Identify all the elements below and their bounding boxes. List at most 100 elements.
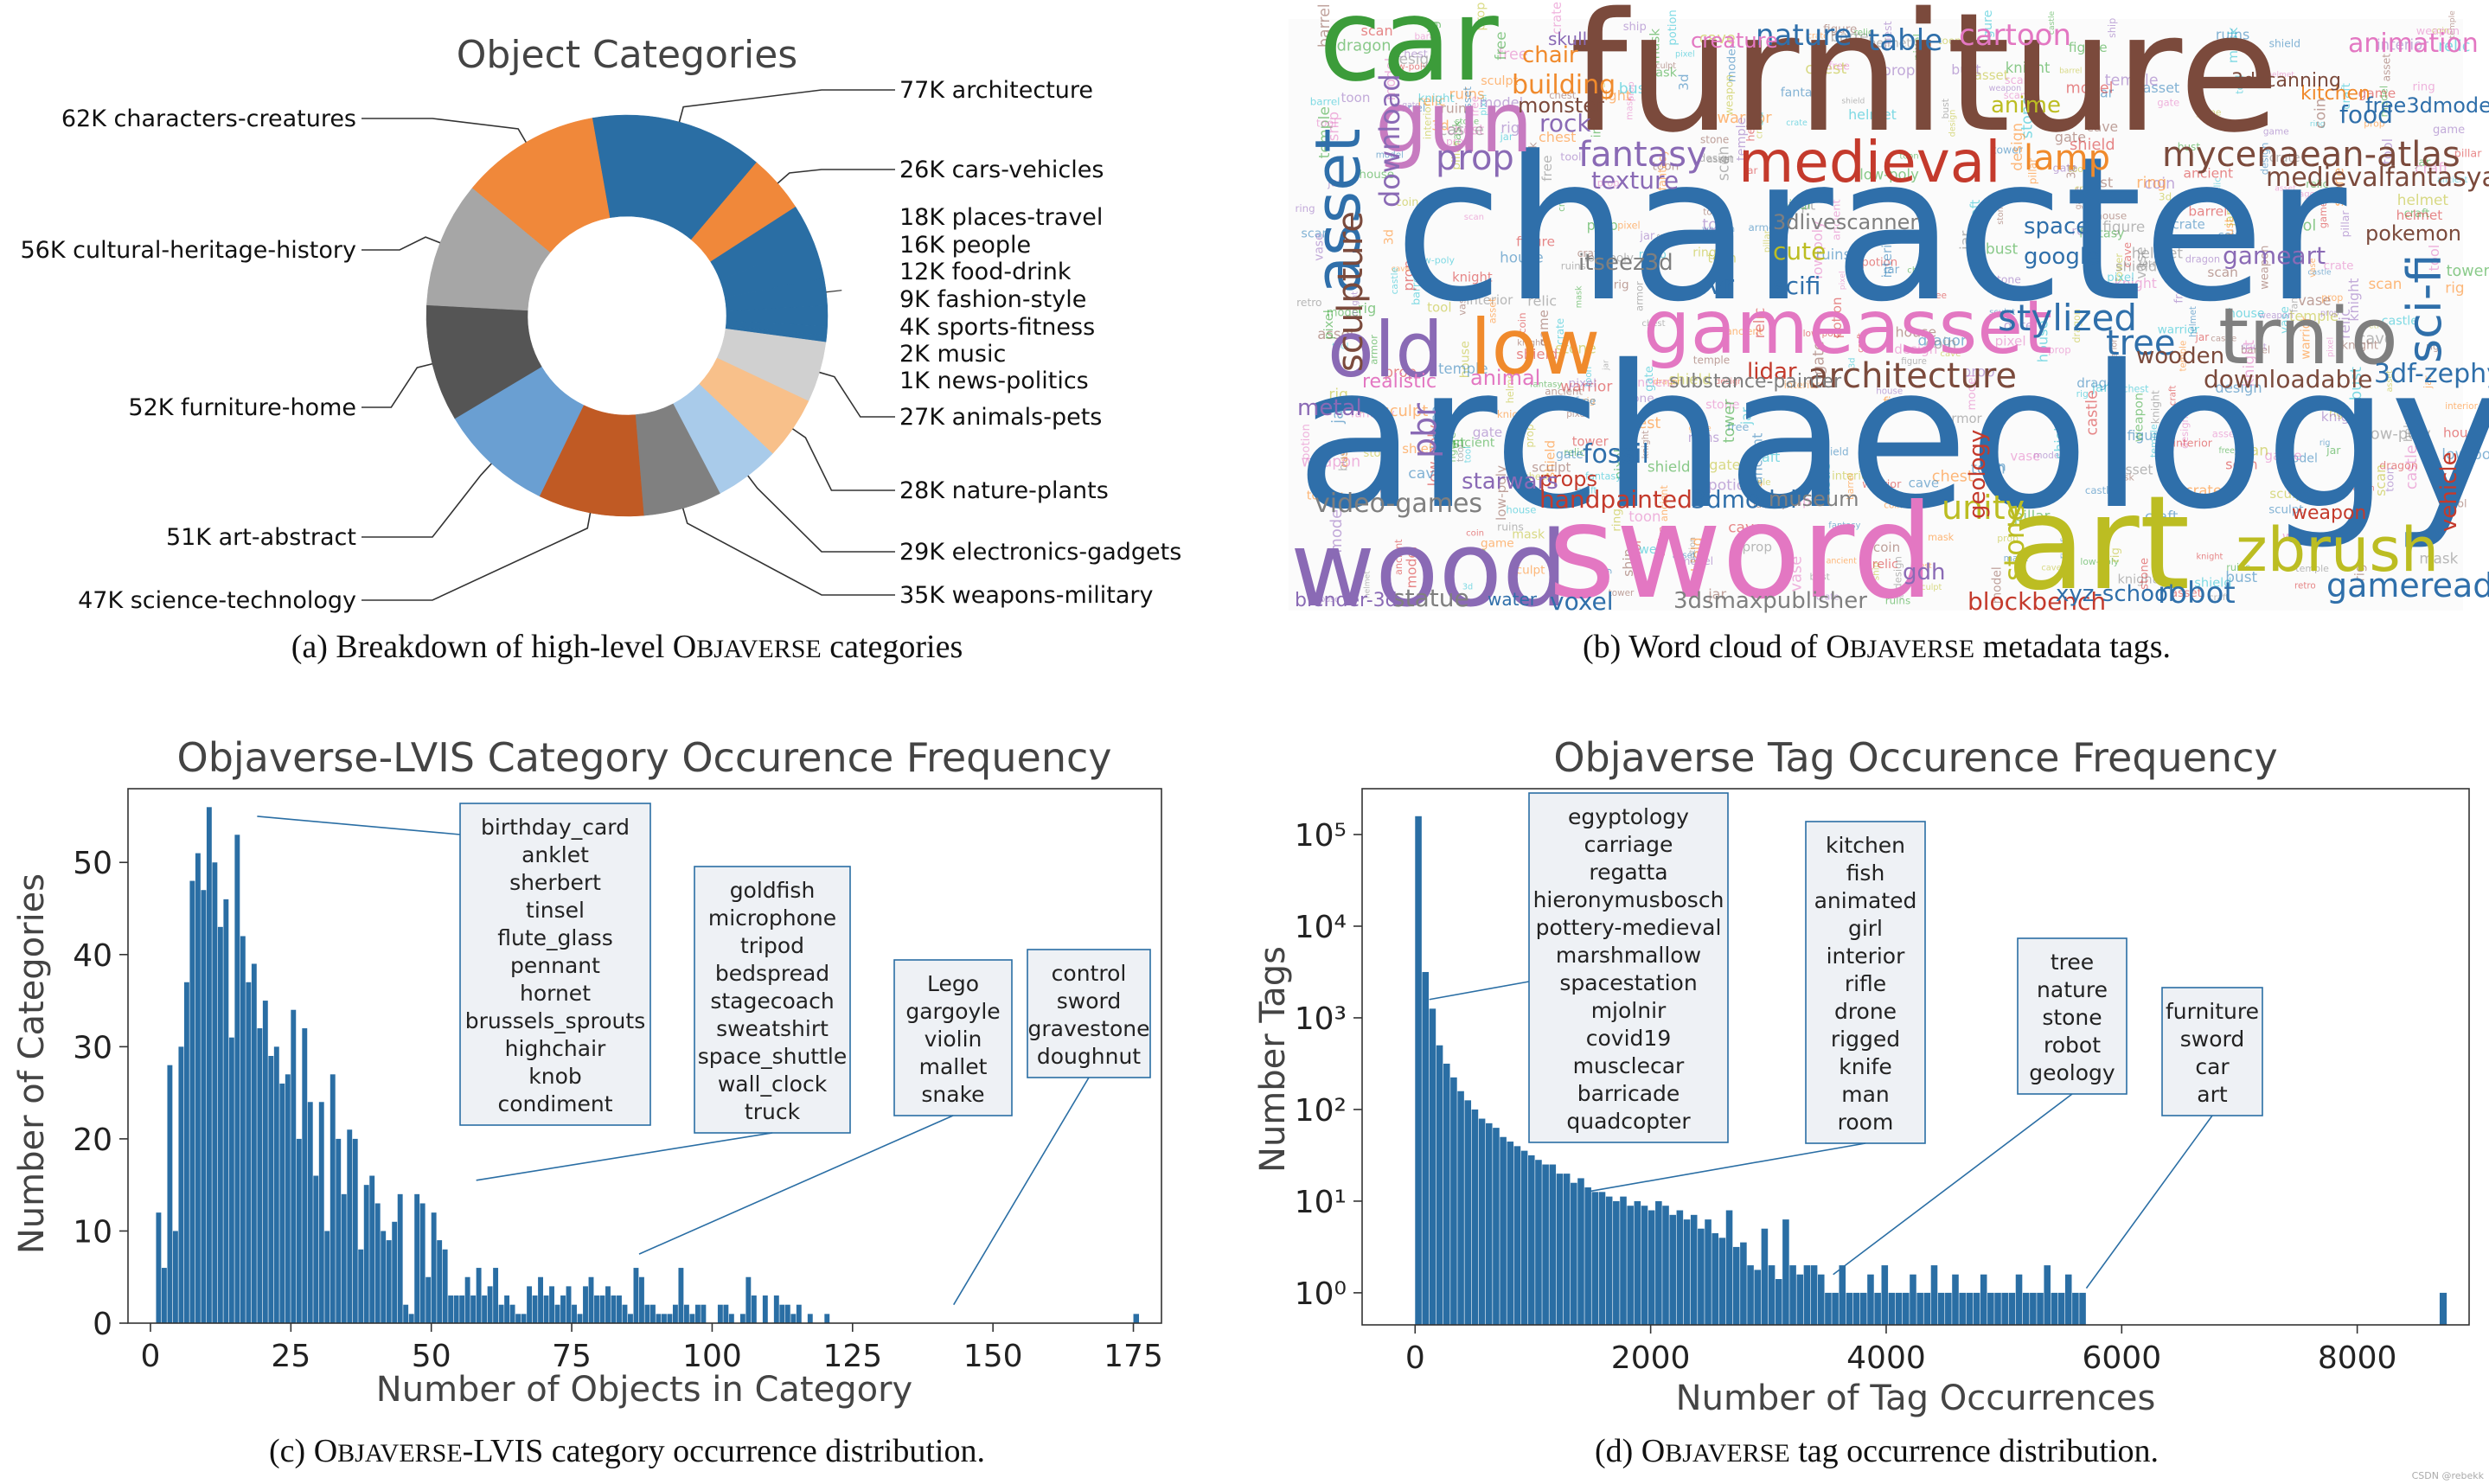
wordcloud-word: monster (1518, 93, 1604, 118)
histogram-bar (611, 1295, 617, 1323)
histogram-bar (1803, 1265, 1811, 1325)
wordcloud-word: pbr (1405, 403, 1443, 458)
histogram-bar (1563, 1174, 1571, 1325)
wordcloud-filler-word: tool (2379, 138, 2396, 164)
annotation-label: spacestation (1559, 970, 1697, 995)
wordcloud-filler-word: crate (1786, 118, 1808, 128)
wordcloud-word: lidar (1747, 359, 1797, 385)
panel-a-donut-chart: Object Categories 77K architecture 26K ca… (20, 33, 1181, 665)
wordcloud-word: wood (1290, 510, 1568, 630)
histogram-bar (476, 1268, 482, 1323)
wordcloud-filler-word: ancient (1827, 557, 1858, 566)
wordcloud-filler-word: toon (1938, 35, 1961, 47)
wordcloud-filler-word: house (1506, 503, 1536, 515)
wordcloud-filler-word: crate (1816, 592, 1840, 602)
wordcloud-filler-word: knight (2241, 340, 2258, 387)
wordcloud-filler-word: scan (1716, 146, 1733, 182)
histogram-bar (1690, 1214, 1698, 1325)
wordcloud-filler-word: pixel (1675, 50, 1695, 60)
wordcloud-filler-word: toon (1899, 152, 1918, 162)
histogram-bar (599, 1295, 605, 1323)
wordcloud-filler-word: bust (1986, 241, 2019, 259)
wordcloud-filler-word: rig (2109, 547, 2122, 563)
wordcloud-filler-word: free (1377, 484, 1395, 495)
histogram-bar (386, 1240, 392, 1323)
wordcloud-filler-word: rig (2352, 564, 2368, 581)
wordcloud-filler-word: asset (1487, 297, 1498, 323)
wordcloud-filler-word: weapon (2282, 528, 2338, 545)
histogram-bar (572, 1304, 577, 1323)
wordcloud-filler-word: design (1894, 342, 1937, 357)
wordcloud-filler-word: castle (2307, 268, 2332, 278)
wordcloud-filler-word: model (2033, 451, 2062, 461)
y-tick-label: 10⁴ (1295, 910, 1347, 945)
wordcloud-filler-word: prop (1962, 362, 1995, 380)
histogram-bar (588, 1276, 594, 1323)
wordcloud-filler-word: ruins (1497, 521, 1524, 534)
wordcloud-filler-word: ship (1326, 112, 1342, 141)
donut-slices (425, 114, 829, 517)
wordcloud-word: cute (1773, 237, 1826, 265)
x-tick-label: 25 (271, 1339, 310, 1374)
wordcloud-filler-word: potion (1708, 477, 1755, 495)
histogram-bar (403, 1304, 409, 1323)
wordcloud-filler-word: asset (2275, 184, 2296, 194)
wordcloud-filler-word: temple (2179, 341, 2188, 372)
histogram-bar (1994, 1292, 2001, 1325)
wordcloud-filler-word: fantasy (1753, 500, 1787, 510)
donut-leader-line (826, 290, 842, 293)
wordcloud-filler-word: jar (1602, 360, 1610, 371)
wordcloud-filler-word: prop (1400, 260, 1417, 291)
wordcloud-filler-word: mask (1575, 285, 1584, 308)
wordcloud-filler-word: castle (2382, 315, 2419, 329)
wordcloud-filler-word: craft (1857, 333, 1866, 353)
wordcloud-filler-word: crate (2269, 151, 2300, 165)
histogram-bar (1436, 1045, 1443, 1325)
wordcloud-filler-word: sculpt (1773, 197, 1816, 214)
wordcloud-filler-word: free (1498, 46, 1528, 63)
wordcloud-filler-word: house (1458, 341, 1472, 378)
histogram-bar (1571, 1182, 1577, 1325)
wordcloud-filler-word: ancient (1449, 436, 1495, 450)
wordcloud-filler-word: gate (1643, 366, 1656, 392)
histogram-bar (381, 1231, 387, 1323)
chart-d-annotations: egyptology carriage regattahieronymusbosch… (1429, 792, 2263, 1289)
wordcloud-word: archaeology (1296, 323, 2489, 553)
wordcloud-filler-word: scan (1464, 213, 1484, 222)
wordcloud-filler-word: pixel (2107, 272, 2134, 285)
wordcloud-filler-word: prop (2364, 118, 2384, 130)
wordcloud-filler-word: low-poly (1584, 251, 1634, 265)
wordcloud-filler-word: shield (2070, 136, 2115, 154)
wordcloud-filler-word: tool (2426, 245, 2442, 272)
wordcloud-filler-word: model (1480, 94, 1524, 111)
histogram-bar (487, 1286, 493, 1323)
wordcloud-filler-word: castle (1439, 122, 1484, 139)
annotation-label: stagecoach (710, 988, 834, 1014)
histogram-bar (583, 1286, 588, 1323)
wordcloud-filler-word: ruins (1561, 259, 1586, 272)
annotation-label: flute_glass (497, 925, 612, 950)
histogram-bar (1464, 1100, 1472, 1325)
wordcloud-filler-word: stone (1992, 272, 2021, 285)
wordcloud-filler-word: low-poly (2080, 556, 2119, 567)
wordcloud-filler-word: free (2219, 446, 2236, 456)
wordcloud-word: robot (2158, 576, 2236, 611)
histogram-bar (291, 1009, 297, 1323)
wordcloud-filler-word: coin (2144, 176, 2175, 193)
wordcloud-filler-word: toon (1628, 509, 1660, 525)
wordcloud-word: museum (1769, 487, 1859, 511)
wordcloud-filler-word: interior (2109, 339, 2119, 369)
histogram-bar (273, 1046, 279, 1323)
wordcloud-word: car (1319, 0, 1499, 107)
histogram-bar (1888, 1292, 1896, 1325)
annotation-label: carriage (1584, 832, 1673, 857)
wordcloud-filler-word: knight (1641, 431, 1651, 459)
chart-c-ylabel: Number of Categories (12, 873, 52, 1254)
histogram-bar (178, 1046, 184, 1323)
wordcloud-filler-word: chest (1549, 89, 1576, 101)
caption-c-brand-big: O (314, 1433, 337, 1469)
wordcloud-filler-word: helmet (1848, 106, 1897, 123)
wordcloud-filler-word: ruins (2226, 562, 2250, 573)
wordcloud-filler-word: dragon (2379, 459, 2418, 472)
wordcloud-filler-word: prop (1385, 364, 1417, 381)
